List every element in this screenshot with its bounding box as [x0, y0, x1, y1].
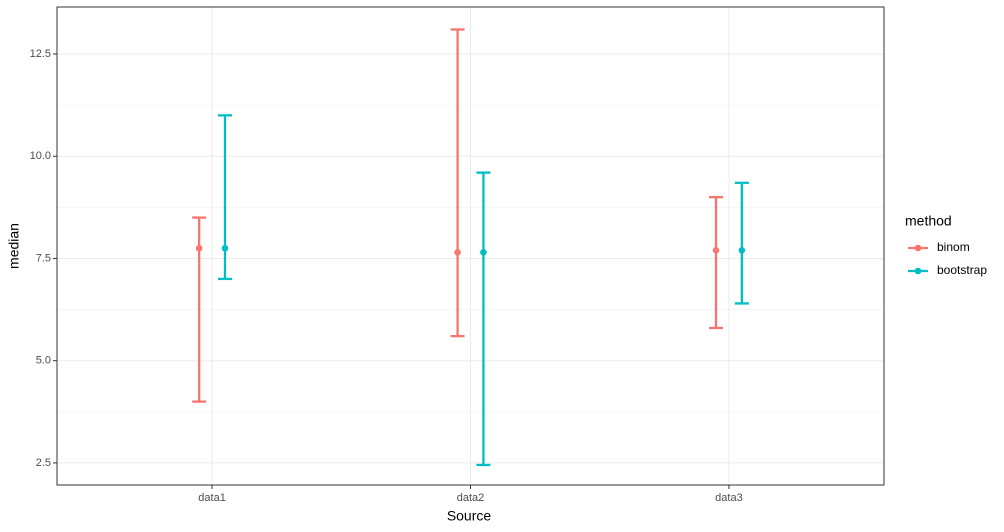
legend-title: method: [905, 213, 952, 229]
y-tick-label: 7.5: [36, 252, 51, 264]
median-point: [480, 249, 487, 256]
median-point: [454, 249, 461, 256]
legend-point: [914, 267, 922, 275]
median-point: [738, 246, 746, 254]
error-bar: [476, 171, 491, 467]
median-point: [712, 246, 720, 254]
x-tick-label: data2: [457, 492, 485, 504]
median-point: [195, 244, 203, 252]
grid: [57, 7, 884, 485]
x-axis-title: Source: [447, 508, 492, 524]
legend-label: bootstrap: [937, 263, 987, 277]
error-bar: [450, 28, 465, 338]
x-tick-label: data3: [715, 492, 743, 504]
y-tick-label: 5.0: [36, 355, 51, 367]
y-axis-title: median: [6, 223, 22, 269]
legend-point: [914, 244, 922, 252]
x-tick-label: data1: [198, 492, 226, 504]
legend-label: binom: [937, 240, 970, 254]
marks: [192, 28, 749, 467]
error-bar: [217, 114, 232, 281]
error-bar: [734, 181, 749, 305]
legend: binom bootstrap: [908, 240, 987, 277]
y-tick-label: 2.5: [36, 457, 51, 469]
error-bar: [709, 195, 724, 330]
y-tick-label: 10.0: [30, 150, 51, 162]
y-tick-label: 12.5: [30, 48, 51, 60]
median-point: [221, 244, 229, 252]
